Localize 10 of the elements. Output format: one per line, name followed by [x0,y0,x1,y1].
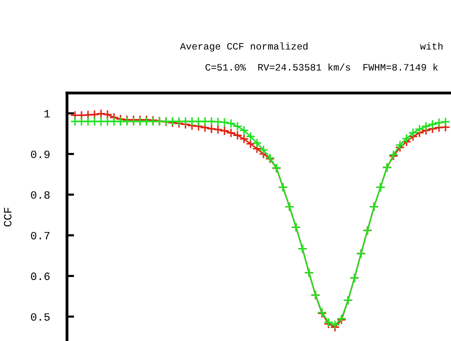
y-tick-label: 0.9 [31,150,50,158]
y-tick-label: 0.7 [31,232,50,240]
chart-title: Average CCF normalized [180,42,308,52]
y-tick-label: 0.6 [31,272,50,280]
chart-subtitle: C=51.0% RV=24.53581 km/s FWHM=8.7149 k [206,63,438,71]
y-tick-label: 0.5 [31,313,50,321]
y-tick-label: 0.8 [31,191,50,199]
text: with [420,42,442,50]
y-tick-label: 1 [44,110,50,118]
y-axis-title: CCF [4,208,12,226]
